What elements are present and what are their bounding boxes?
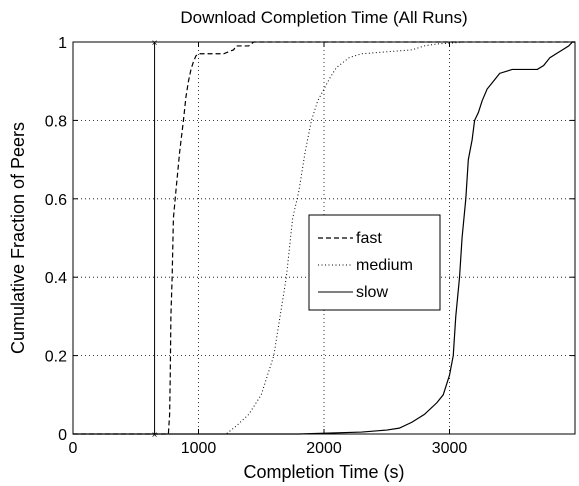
- axis-ticks: 0 1000 2000 3000 0 0.2 0.4 0.6 0.8 1: [45, 35, 575, 457]
- x-tick-label: 0: [69, 440, 78, 457]
- series-group: [73, 41, 575, 435]
- y-tick-label: 0.4: [45, 270, 67, 287]
- x-tick-label: 1000: [181, 440, 217, 457]
- chart-title: Download Completion Time (All Runs): [180, 8, 467, 27]
- x-tick-label: 2000: [306, 440, 342, 457]
- y-axis-label: Cumulative Fraction of Peers: [8, 122, 28, 354]
- vertical-marker-point: ×: [152, 38, 158, 49]
- y-tick-label: 1: [58, 35, 67, 52]
- legend-label-fast: fast: [356, 230, 382, 247]
- legend-label-medium: medium: [356, 257, 413, 274]
- y-tick-label: 0.6: [45, 192, 67, 209]
- vertical-marker-point: ×: [152, 430, 158, 441]
- legend-label-slow: slow: [356, 284, 388, 301]
- legend-box: [308, 214, 441, 311]
- y-tick-label: 0: [58, 427, 67, 444]
- x-axis-label: Completion Time (s): [243, 462, 404, 482]
- series-line-slow: [73, 41, 575, 435]
- x-tick-label: 3000: [432, 440, 468, 457]
- y-tick-label: 0.2: [45, 349, 67, 366]
- legend: fast medium slow: [308, 214, 441, 311]
- vertical-marker-group: ××: [152, 38, 158, 441]
- y-tick-label: 0.8: [45, 113, 67, 130]
- series-line-fast: [73, 41, 575, 435]
